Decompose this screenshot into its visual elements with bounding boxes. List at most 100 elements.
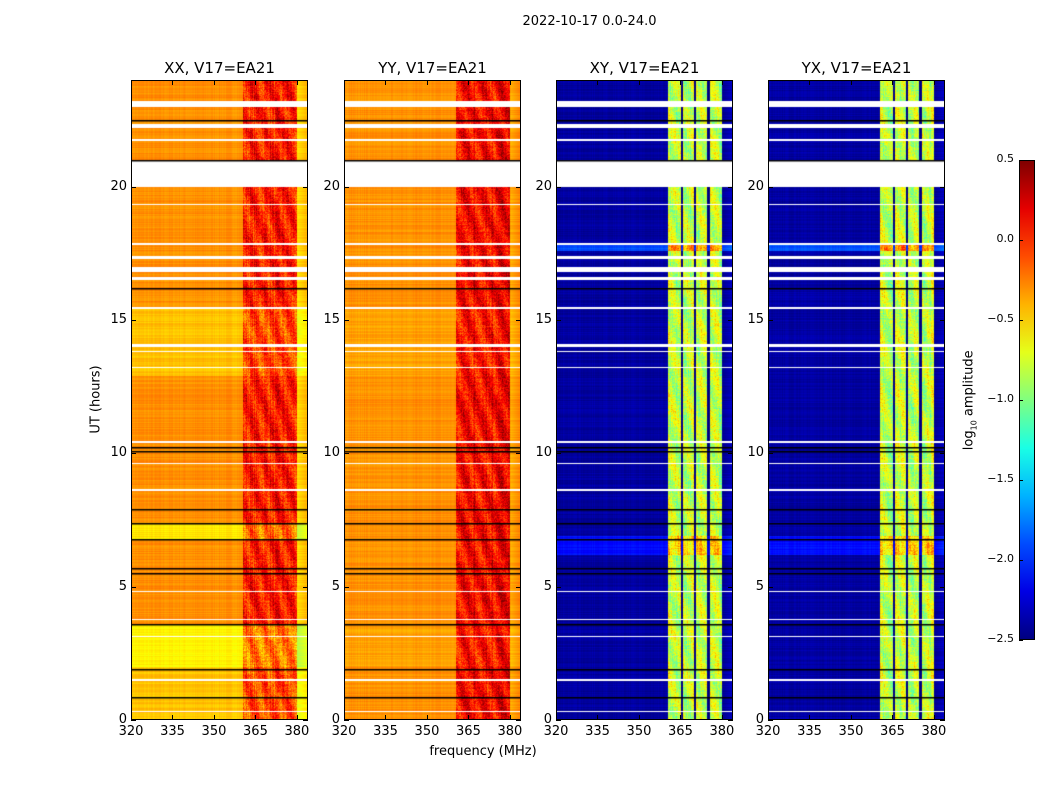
y-tick-right	[940, 720, 945, 721]
y-tick-label: 20	[747, 178, 764, 194]
colorbar-tick-label: −1.0	[987, 392, 1014, 405]
y-tick-label: 10	[323, 445, 340, 461]
x-tick	[638, 715, 640, 720]
x-tick-top	[809, 80, 811, 85]
x-tick-label: 320	[543, 724, 569, 739]
y-tick-label: 20	[323, 178, 340, 194]
y-tick-label: 0	[755, 712, 764, 727]
x-tick	[255, 715, 257, 720]
y-tick	[768, 320, 773, 321]
x-tick	[344, 715, 345, 720]
y-tick-label: 5	[543, 578, 552, 594]
y-tick-label: 15	[747, 312, 764, 327]
y-tick-label: 15	[323, 312, 340, 327]
panel-title: YY, V17=EA21	[378, 59, 487, 77]
x-tick-label: 365	[668, 724, 693, 739]
colorbar-tick-label: −2.5	[987, 632, 1014, 645]
colorbar-tick	[1019, 640, 1023, 641]
y-tick	[556, 186, 561, 188]
y-tick-right	[728, 586, 733, 588]
y-tick	[344, 453, 349, 455]
heatmap-image	[556, 80, 733, 720]
x-tick-label: 380	[284, 724, 310, 739]
x-tick-label: 335	[797, 724, 822, 739]
x-tick	[426, 715, 428, 720]
y-tick-right	[940, 186, 945, 188]
heatmap-panel	[344, 80, 521, 720]
y-tick-label: 20	[110, 178, 127, 194]
colorbar-label-rest: amplitude	[961, 350, 977, 421]
heatmap-panel	[556, 80, 733, 720]
x-tick	[131, 715, 132, 720]
y-tick-right	[940, 453, 945, 455]
x-tick-top	[509, 80, 511, 85]
x-axis-label: frequency (MHz)	[429, 744, 537, 759]
x-tick-top	[385, 80, 387, 85]
x-tick-top	[172, 80, 174, 85]
y-tick	[768, 586, 773, 588]
y-tick-right	[728, 453, 733, 455]
x-tick-top	[768, 80, 769, 85]
panel-title: YX, V17=EA21	[801, 59, 912, 77]
x-tick-label: 365	[880, 724, 905, 739]
x-tick-label: 365	[243, 724, 268, 739]
y-tick-right	[516, 453, 521, 455]
x-tick	[556, 715, 557, 720]
y-tick	[344, 720, 349, 721]
x-tick	[892, 715, 894, 720]
y-tick-right	[516, 586, 521, 588]
x-tick	[385, 715, 387, 720]
x-tick	[809, 715, 811, 720]
x-tick-top	[344, 80, 345, 85]
x-tick-label: 350	[626, 724, 652, 739]
y-tick-right	[728, 186, 733, 188]
y-tick-label: 15	[110, 312, 127, 327]
y-tick-label: 10	[747, 445, 764, 461]
heatmap-image	[344, 80, 521, 720]
colorbar-tick	[1019, 160, 1023, 161]
x-tick-label: 335	[160, 724, 185, 739]
y-tick-label: 5	[118, 578, 127, 594]
heatmap-panel	[131, 80, 308, 720]
colorbar-label-log: log	[961, 430, 977, 451]
y-tick	[131, 186, 136, 188]
y-tick-right	[728, 320, 733, 321]
x-tick-label: 380	[921, 724, 947, 739]
heatmap-image	[768, 80, 945, 720]
x-tick	[509, 715, 511, 720]
x-tick-top	[131, 80, 132, 85]
y-tick-right	[516, 320, 521, 321]
x-tick-top	[638, 80, 640, 85]
x-tick	[296, 715, 298, 720]
y-tick	[131, 453, 136, 455]
y-tick	[556, 320, 561, 321]
y-tick-right	[303, 186, 308, 188]
x-tick-top	[468, 80, 470, 85]
y-axis-label: UT (hours)	[88, 365, 104, 434]
y-tick	[131, 586, 136, 588]
colorbar-tick-label: −1.5	[987, 472, 1014, 485]
x-tick-top	[213, 80, 215, 85]
x-tick-label: 320	[755, 724, 781, 739]
y-tick-label: 10	[110, 445, 127, 461]
colorbar-tick-label: −0.5	[987, 312, 1014, 325]
x-tick-label: 350	[201, 724, 227, 739]
x-tick	[768, 715, 769, 720]
colorbar-tick-label: 0.0	[996, 232, 1015, 245]
y-tick-label: 15	[535, 312, 552, 327]
x-tick	[933, 715, 935, 720]
x-tick	[721, 715, 723, 720]
y-tick-right	[303, 586, 308, 588]
panel-title: XX, V17=EA21	[164, 59, 275, 77]
x-tick-top	[597, 80, 599, 85]
y-tick	[131, 320, 136, 321]
colorbar-tick	[1019, 480, 1023, 481]
y-tick	[768, 720, 773, 721]
x-tick	[680, 715, 682, 720]
y-tick-label: 10	[535, 445, 552, 461]
x-tick-label: 335	[373, 724, 398, 739]
y-tick-label: 0	[543, 712, 552, 727]
x-tick-label: 380	[709, 724, 735, 739]
y-tick	[768, 453, 773, 455]
